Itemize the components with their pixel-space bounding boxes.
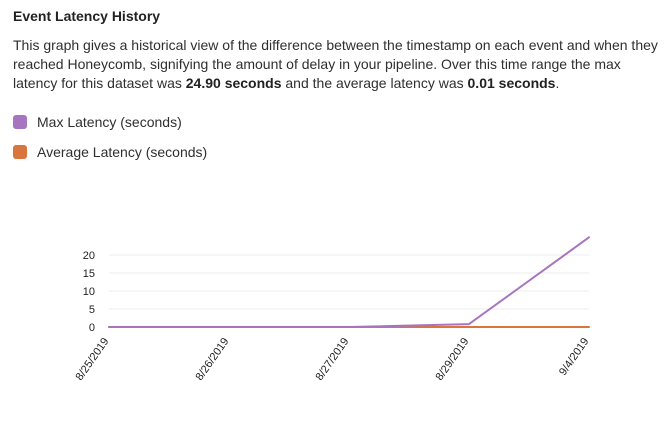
legend-item-average-latency[interactable]: Average Latency (seconds) bbox=[13, 143, 207, 161]
x-axis-ticks: 8/25/2019 8/26/2019 8/27/2019 8/29/2019 9/4/… bbox=[74, 336, 592, 383]
y-tick-label: 10 bbox=[83, 286, 95, 298]
panel-description: This graph gives a historical view of th… bbox=[13, 36, 658, 93]
max-latency-value: 24.90 seconds bbox=[185, 75, 282, 91]
chart-legend: Max Latency (seconds) Average Latency (s… bbox=[13, 113, 207, 173]
y-tick-label: 20 bbox=[83, 250, 95, 262]
description-text-3: . bbox=[555, 75, 560, 91]
description-text-1: This graph gives a historical view of th… bbox=[13, 37, 658, 91]
max-latency-swatch bbox=[13, 115, 27, 129]
series-layer bbox=[108, 236, 590, 328]
y-tick-label: 0 bbox=[89, 322, 95, 334]
average-latency-swatch bbox=[13, 145, 27, 159]
avg-latency-value: 0.01 seconds bbox=[467, 75, 556, 91]
panel-title: Event Latency History bbox=[13, 8, 161, 24]
grid-layer bbox=[109, 254, 589, 328]
x-tick-label: 9/4/2019 bbox=[557, 336, 591, 378]
legend-item-max-latency[interactable]: Max Latency (seconds) bbox=[13, 113, 207, 131]
series-line bbox=[108, 236, 590, 328]
x-tick-label: 8/26/2019 bbox=[194, 336, 232, 383]
y-axis-ticks: 0 5 10 15 20 bbox=[83, 250, 95, 334]
x-tick-label: 8/27/2019 bbox=[314, 336, 352, 383]
legend-label: Max Latency (seconds) bbox=[37, 114, 182, 130]
x-tick-label: 8/25/2019 bbox=[74, 336, 112, 383]
y-tick-label: 5 bbox=[89, 304, 95, 316]
description-text-2: and the average latency was bbox=[281, 75, 468, 91]
y-tick-label: 15 bbox=[83, 268, 95, 280]
x-tick-label: 8/29/2019 bbox=[434, 336, 472, 383]
legend-label: Average Latency (seconds) bbox=[37, 144, 208, 160]
